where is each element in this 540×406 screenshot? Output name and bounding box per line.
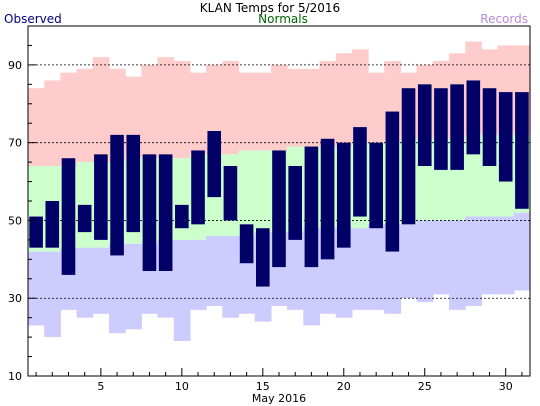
observed-bar xyxy=(61,158,76,275)
record-low-band xyxy=(108,243,126,334)
record-high-band xyxy=(44,80,61,166)
record-low-band xyxy=(287,232,304,310)
observed-bar xyxy=(385,111,400,252)
record-high-band xyxy=(222,61,240,155)
observed-bar xyxy=(353,127,367,217)
record-high-band xyxy=(351,49,369,143)
record-low-band xyxy=(368,224,385,310)
observed-bar xyxy=(401,88,416,225)
record-low-band xyxy=(400,224,418,299)
x-tick-label: 30 xyxy=(499,380,513,393)
record-high-band xyxy=(270,64,288,151)
record-high-band xyxy=(173,61,191,159)
record-high-band xyxy=(303,68,321,147)
record-low-band xyxy=(481,216,499,295)
record-high-band xyxy=(76,68,94,163)
record-high-band xyxy=(28,88,45,166)
record-low-band xyxy=(76,247,94,318)
observed-bar xyxy=(450,84,464,170)
x-axis: 5 10 15 20 25 30 xyxy=(35,368,523,393)
observed-bar xyxy=(515,92,529,209)
record-low-band xyxy=(189,239,207,310)
record-high-band xyxy=(157,57,175,159)
chart-title: KLAN Temps for 5/2016 xyxy=(200,1,340,15)
observed-bar xyxy=(110,134,124,256)
observed-bar xyxy=(434,88,448,170)
record-low-band xyxy=(513,212,531,291)
observed-bar xyxy=(336,142,351,248)
observed-bar xyxy=(239,224,254,264)
observed-bar xyxy=(482,88,497,166)
record-low-band xyxy=(351,228,369,310)
record-high-band xyxy=(368,72,385,143)
observed-bar xyxy=(175,204,189,229)
record-low-band xyxy=(416,220,434,303)
record-low-band xyxy=(222,236,240,318)
observed-bar xyxy=(223,166,238,221)
record-high-band xyxy=(189,72,207,155)
observed-bar xyxy=(94,154,108,240)
record-high-band xyxy=(319,61,337,147)
normal-band xyxy=(238,150,256,236)
normal-band xyxy=(254,150,272,233)
record-low-band xyxy=(206,236,223,306)
observed-bar xyxy=(191,150,205,225)
record-low-band xyxy=(173,239,191,341)
y-axis: 10 30 50 70 90 xyxy=(8,25,36,383)
x-tick-label: 25 xyxy=(418,380,432,393)
x-tick-label: 10 xyxy=(175,380,189,393)
normal-band xyxy=(465,134,483,217)
record-low-band xyxy=(497,216,515,295)
observed-bar xyxy=(142,154,157,271)
record-high-band xyxy=(335,53,353,147)
observed-bar xyxy=(126,134,141,233)
record-low-band xyxy=(125,243,142,330)
y-tick-label: 10 xyxy=(8,370,22,383)
x-axis-label: May 2016 xyxy=(252,392,306,405)
observed-bar xyxy=(466,80,481,155)
observed-bar xyxy=(369,142,383,229)
observed-bar xyxy=(29,216,43,248)
record-high-band xyxy=(92,57,110,163)
observed-bar xyxy=(256,228,270,287)
observed-bars xyxy=(29,80,529,287)
x-tick-label: 15 xyxy=(256,380,270,393)
record-high-band xyxy=(60,72,78,166)
record-low-band xyxy=(28,251,45,326)
observed-bar xyxy=(320,138,335,260)
record-low-band xyxy=(44,251,61,338)
plot-area: 5 10 15 20 25 30 10 30 50 70 90 xyxy=(8,25,531,393)
observed-bar xyxy=(207,131,222,198)
legend-records: Records xyxy=(480,12,528,26)
observed-bar xyxy=(288,166,302,240)
observed-bar xyxy=(77,204,92,233)
record-high-band xyxy=(141,64,159,159)
observed-bar xyxy=(272,150,286,268)
y-tick-label: 50 xyxy=(8,214,22,227)
observed-bar xyxy=(304,146,319,268)
observed-bar xyxy=(417,84,432,166)
observed-bar xyxy=(158,154,173,271)
observed-bar xyxy=(45,201,60,248)
record-high-band xyxy=(254,72,272,151)
y-tick-label: 30 xyxy=(8,292,22,305)
record-low-band xyxy=(432,220,450,295)
x-tick-label: 5 xyxy=(97,380,104,393)
observed-bar xyxy=(498,92,513,182)
y-tick-label: 70 xyxy=(8,137,22,150)
record-low-band xyxy=(335,228,353,318)
legend-normals: Normals xyxy=(258,12,308,26)
record-high-band xyxy=(238,72,256,151)
record-high-band xyxy=(287,68,304,147)
legend-observed: Observed xyxy=(4,12,62,26)
record-low-band xyxy=(92,247,110,314)
x-tick-label: 20 xyxy=(337,380,351,393)
record-low-band xyxy=(449,220,466,310)
record-low-band xyxy=(465,216,483,306)
y-tick-label: 90 xyxy=(8,59,22,72)
